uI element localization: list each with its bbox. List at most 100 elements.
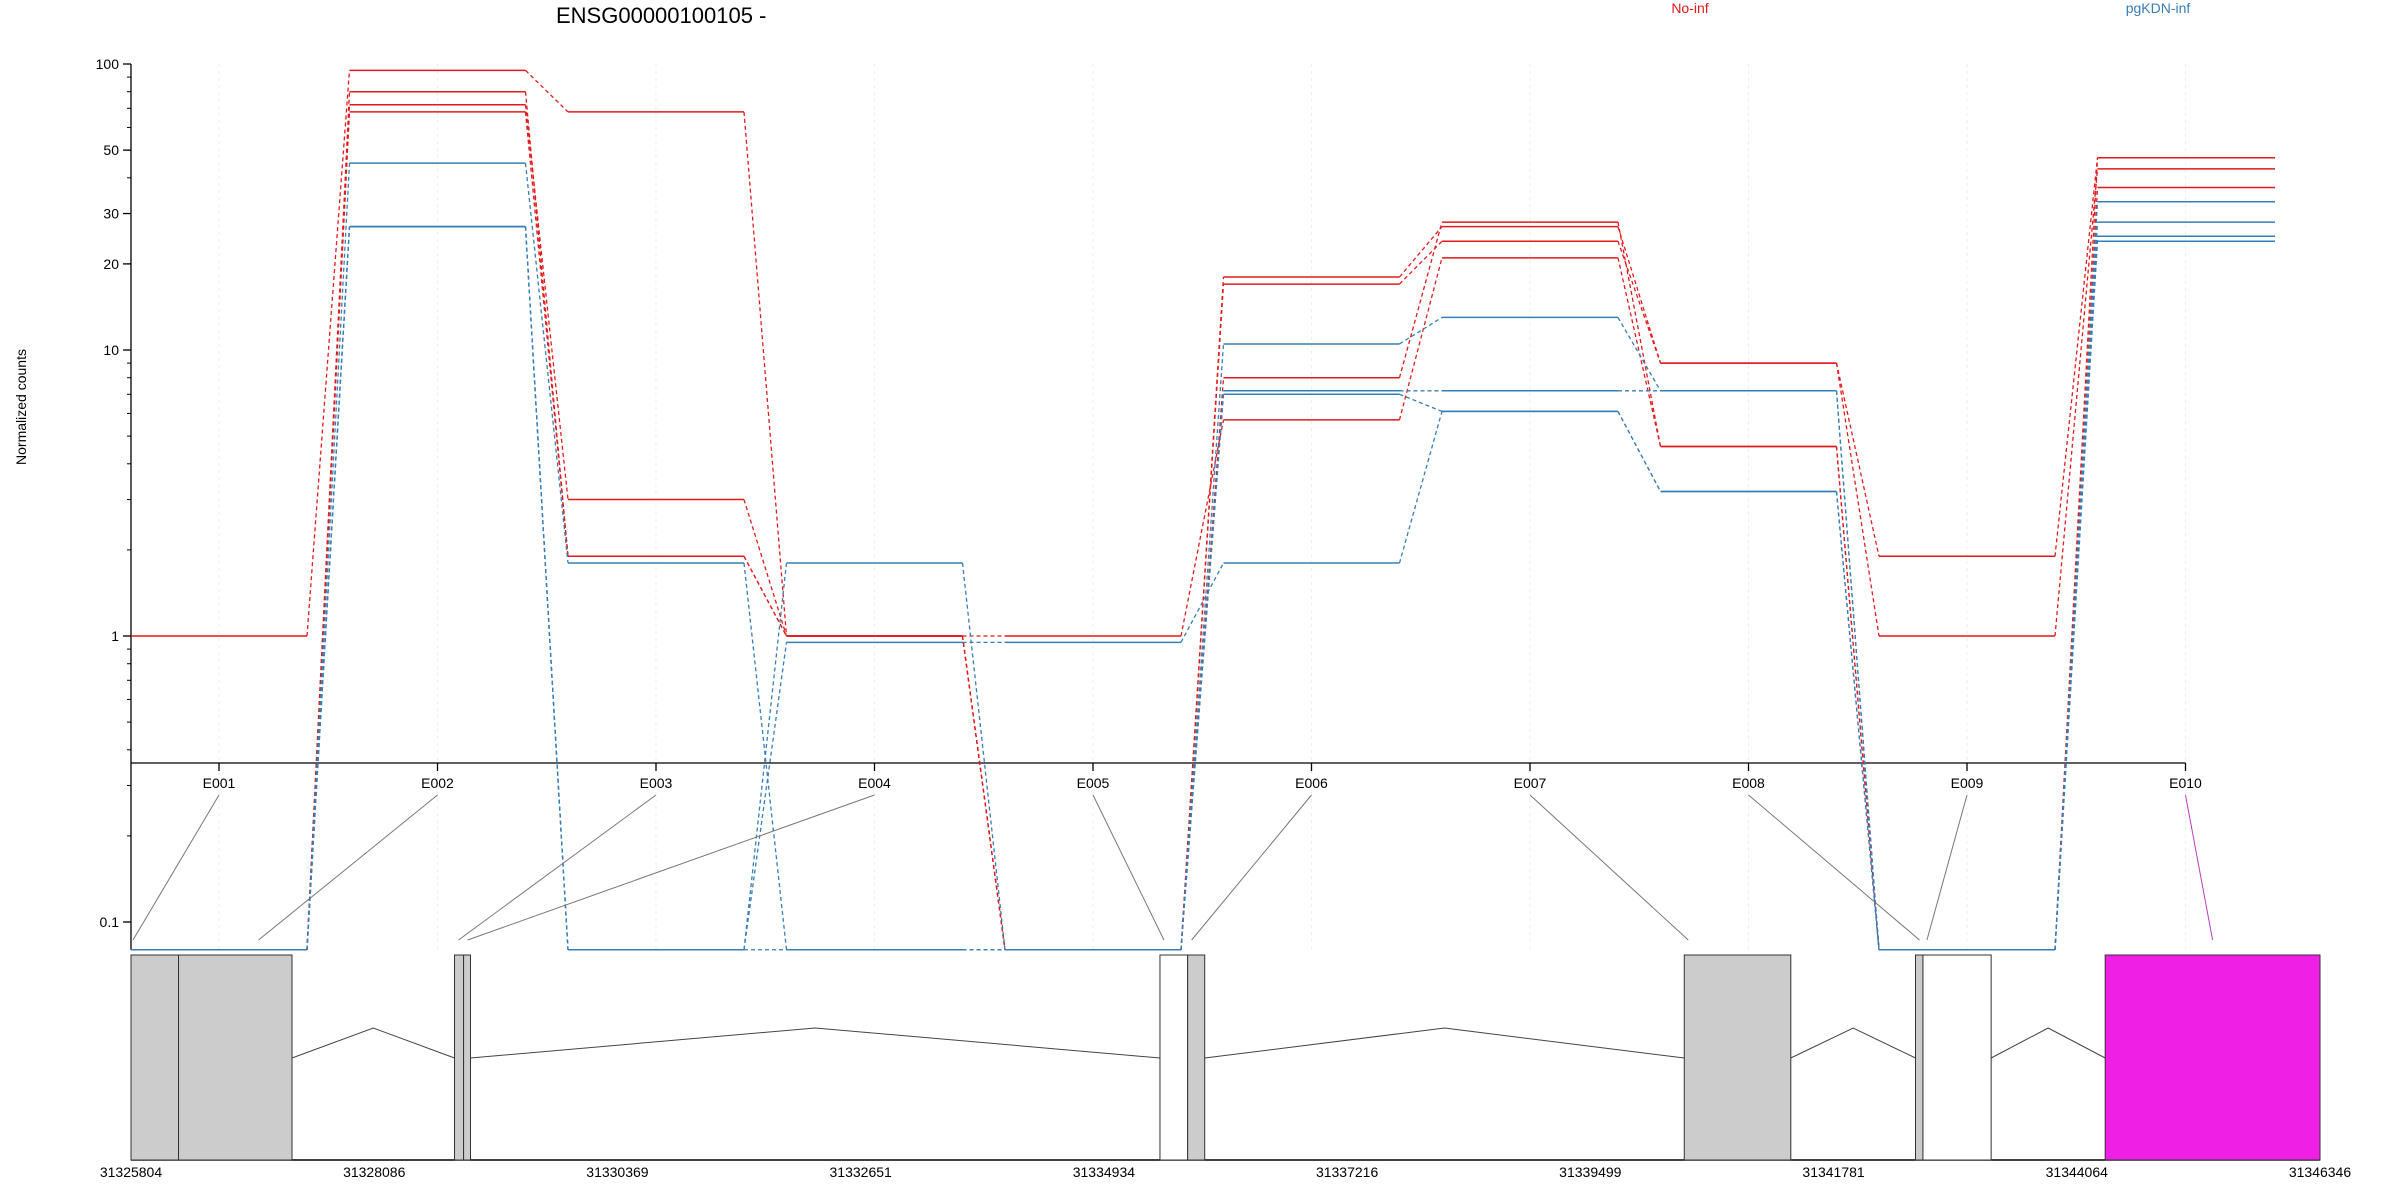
exon-connectors: [132, 794, 2214, 941]
series-connector: [2054, 157, 2099, 557]
series-connector: [1617, 226, 1662, 364]
series-connector: [1617, 317, 1662, 392]
series-connector: [306, 70, 351, 637]
y-tick-label: 10: [103, 342, 119, 358]
x-tick-label-e008: E008: [1732, 775, 1765, 791]
chart-title: ENSG00000100105 -: [556, 3, 766, 28]
coordinate-label: 31339499: [1559, 1164, 1622, 1180]
series-connector: [1180, 394, 1225, 950]
x-tick-label-e002: E002: [421, 775, 454, 791]
legend-entry-pgkdn-inf: pgKDN-inf: [2126, 0, 2191, 16]
coordinate-label: 31328086: [343, 1164, 406, 1180]
series-line: [131, 90, 2275, 951]
series-connector: [1617, 241, 1662, 364]
x-tick-label-e010: E010: [2169, 775, 2202, 791]
series-connector: [306, 226, 351, 950]
series-connector: [1180, 419, 1225, 637]
coordinate-label: 31346346: [2289, 1164, 2352, 1180]
gene-model: 31325804 31328086 31330369 31332651 31334934…: [100, 954, 2352, 1180]
series-connector: [743, 555, 788, 637]
series-connector: [961, 562, 1006, 950]
intron-line: [470, 1027, 1161, 1059]
series-connector: [2054, 241, 2099, 950]
connector-e004: [467, 794, 875, 941]
y-axis: 100 50 30 20 10 1 0.1: [96, 56, 132, 950]
series-connector: [1399, 393, 1443, 412]
series-connector: [524, 163, 569, 564]
series-connector: [961, 635, 1006, 950]
intron-line: [1204, 1027, 1685, 1059]
series-line: [131, 111, 2275, 951]
exon-box-e003: [454, 954, 465, 1161]
series-connector: [743, 562, 788, 950]
coordinate-label: 31325804: [100, 1164, 163, 1180]
connector-e005: [1092, 794, 1165, 941]
series-line: [131, 69, 2275, 951]
exon-box-e008: [1914, 954, 1924, 1161]
series-connector: [743, 562, 788, 950]
y-tick-label: 20: [103, 256, 119, 272]
connector-e008: [1748, 794, 1920, 941]
y-tick-label: 100: [96, 56, 120, 72]
exon-box-e009: [1922, 954, 1992, 1161]
series-group: [131, 69, 2275, 951]
exon-box-e004: [463, 954, 472, 1161]
coordinate-label: 31344064: [2046, 1164, 2109, 1180]
x-tick-label-e005: E005: [1077, 775, 1110, 791]
y-tick-label: 0.1: [100, 914, 120, 930]
exon-box-e002: [178, 954, 293, 1161]
series-line: [131, 104, 2275, 951]
exon-box-e001: [130, 954, 180, 1161]
series-connector: [1617, 221, 1662, 447]
series-connector: [524, 104, 569, 500]
series-connector: [524, 111, 569, 557]
series-connector: [743, 111, 788, 637]
grid: [218, 64, 2186, 950]
coordinate-label: 31330369: [586, 1164, 649, 1180]
connector-e003: [458, 794, 657, 941]
series-connector: [2054, 168, 2099, 637]
series-connector: [1835, 390, 1880, 950]
x-axis: E001 E002 E003 E004 E005 E006 E007 E008 E009 E010: [131, 762, 2202, 791]
series-connector: [2054, 157, 2099, 950]
series-connector: [306, 163, 351, 950]
series-connector: [1398, 411, 1443, 564]
connector-e010: [2185, 794, 2214, 941]
intron-line: [1790, 1027, 1916, 1059]
exon-box-e007: [1683, 954, 1792, 1161]
legend: No-inf pgKDN-inf: [1671, 0, 2190, 16]
exon-box-e005: [1159, 954, 1189, 1161]
y-tick-label: 30: [103, 206, 119, 222]
series-connector: [1835, 446, 1880, 950]
x-tick-label-e003: E003: [640, 775, 673, 791]
connector-e009: [1926, 794, 1968, 941]
x-tick-label-e001: E001: [203, 775, 236, 791]
series-connector: [1180, 377, 1225, 950]
y-tick-label: 1: [111, 628, 119, 644]
x-tick-label-e009: E009: [1951, 775, 1984, 791]
intron-line: [291, 1027, 455, 1059]
series-line: [131, 221, 2275, 951]
series-line: [131, 225, 2275, 951]
exon-box-e006: [1187, 954, 1206, 1161]
series-connector: [524, 226, 569, 950]
y-axis-label: Normalized counts: [13, 349, 29, 465]
series-connector: [1617, 257, 1662, 447]
series-connector: [306, 111, 351, 950]
exon-box-e010: [2104, 954, 2321, 1161]
series-connector: [525, 69, 569, 113]
series-connector: [1617, 411, 1662, 492]
x-tick-label-e004: E004: [858, 775, 891, 791]
series-connector: [1399, 226, 1443, 278]
series-connector: [1398, 257, 1443, 420]
series-connector: [1180, 284, 1225, 950]
coordinate-label: 31337216: [1316, 1164, 1379, 1180]
series-connector: [1835, 362, 1880, 637]
x-tick-label-e007: E007: [1514, 775, 1547, 791]
series-connector: [743, 642, 788, 950]
series-line: [131, 225, 2275, 951]
series-connector: [1180, 562, 1225, 643]
connector-e001: [132, 794, 220, 941]
